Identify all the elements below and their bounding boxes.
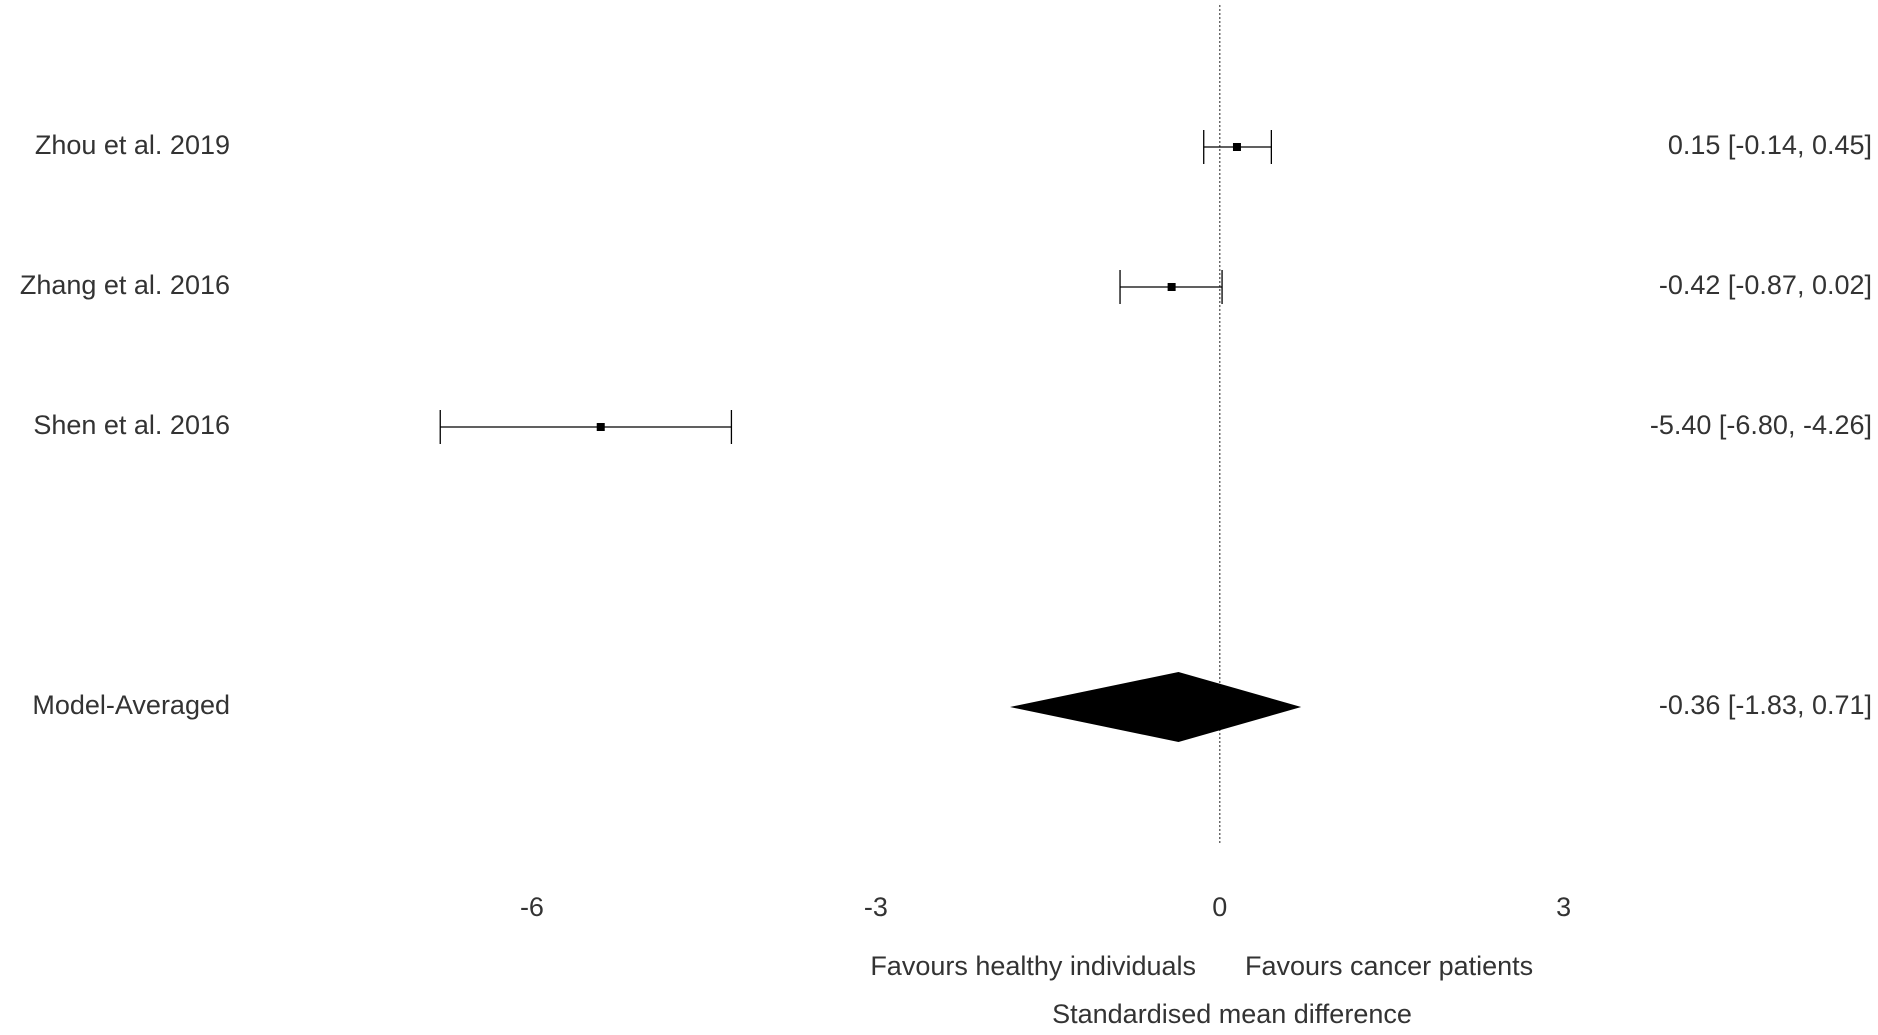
x-tick-label: -6 [520,892,544,922]
estimate-label: 0.15 [-0.14, 0.45] [1668,130,1872,160]
x-tick-label: 3 [1556,892,1571,922]
left-direction-label: Favours healthy individuals [870,951,1196,981]
estimate-label: -5.40 [-6.80, -4.26] [1650,410,1872,440]
study-label: Zhang et al. 2016 [20,270,230,300]
right-direction-label: Favours cancer patients [1245,951,1533,981]
x-axis-label: Standardised mean difference [1052,999,1412,1029]
x-tick-label: 0 [1212,892,1227,922]
estimate-label: -0.36 [-1.83, 0.71] [1659,690,1872,720]
point-estimate [1232,143,1241,151]
point-estimate [596,423,605,431]
x-tick-label: -3 [864,892,888,922]
estimate-label: -0.42 [-0.87, 0.02] [1659,270,1872,300]
study-label: Shen et al. 2016 [33,410,230,440]
study-label: Zhou et al. 2019 [35,130,230,160]
summary-diamond [1009,672,1302,742]
study-label: Model-Averaged [32,690,230,720]
point-estimate [1167,283,1176,291]
